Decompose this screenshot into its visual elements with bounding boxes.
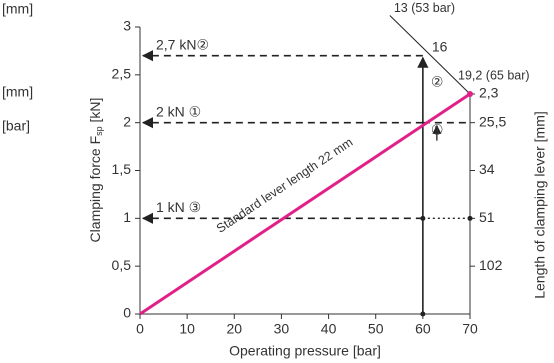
y2-axis-label: Length of clamping lever [mm] [532, 111, 548, 299]
end-dot [467, 90, 473, 97]
y-tick-label: 2 [123, 113, 131, 129]
y-axis-label: Clamping force Fsp [kN] [87, 98, 105, 243]
y-tick-label: 1,5 [112, 161, 132, 177]
x-tick-label: 70 [462, 321, 478, 337]
reading-dot [467, 215, 473, 221]
marker-symbol: ② [431, 73, 444, 89]
y-tick-label: 0,5 [112, 257, 132, 273]
x-tick-label: 30 [274, 321, 290, 337]
y2-tick-label: 25,5 [479, 113, 506, 129]
x-tick-label: 50 [368, 321, 384, 337]
y-tick-label: 2,5 [112, 66, 132, 82]
y-tick-label: 1 [123, 209, 131, 225]
x-tick-label: 40 [321, 321, 337, 337]
reading-label: 1 kN ③ [156, 199, 201, 215]
unit-label: [mm] [2, 84, 33, 100]
reading-label: 2 kN ① [156, 103, 201, 119]
y2-tick-label: 34 [479, 161, 495, 177]
marker-symbol: ① [431, 121, 444, 137]
x-tick-label: 60 [415, 321, 431, 337]
limit-label: 13 (53 bar) [394, 1, 455, 15]
unit-label: [mm] [2, 1, 33, 17]
y-tick-label: 3 [123, 18, 131, 34]
y-tick-label: 0 [123, 305, 131, 321]
limit-line [389, 15, 471, 95]
inner-label: 16 [432, 38, 448, 54]
x-tick-label: 0 [136, 321, 144, 337]
data-line [139, 92, 471, 316]
limit-label: 19,2 (65 bar) [458, 68, 530, 82]
pressure-dot [420, 311, 426, 317]
x-axis-label: Operating pressure [bar] [229, 343, 381, 359]
y2-tick-label: 102 [479, 257, 503, 273]
unit-label: [bar] [2, 118, 30, 134]
y2-tick-label: 2,3 [479, 85, 499, 101]
x-tick-label: 20 [226, 321, 242, 337]
x-tick-label: 10 [179, 321, 195, 337]
y2-tick-label: 51 [479, 209, 495, 225]
reading-label: 2,7 kN② [156, 36, 209, 52]
